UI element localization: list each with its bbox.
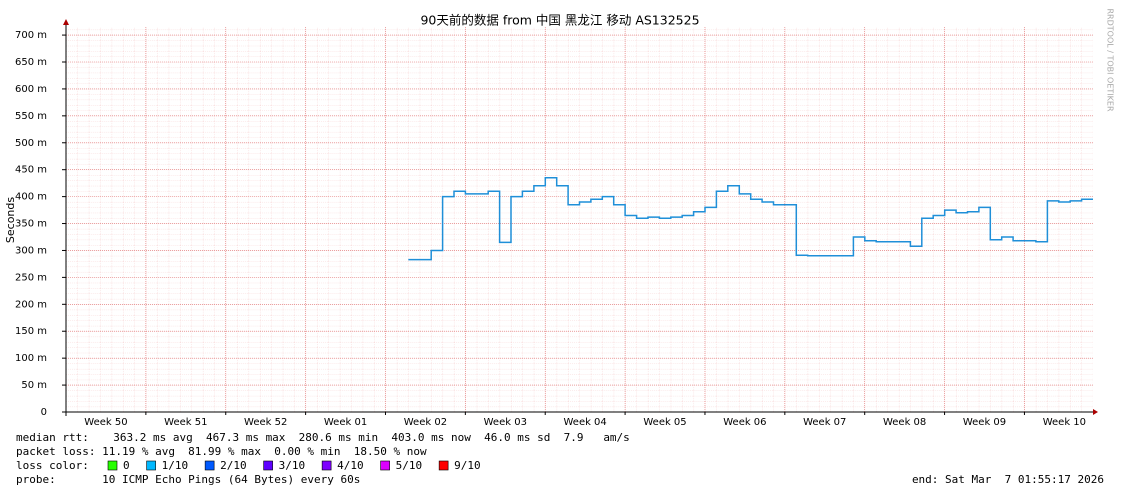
legend-swatch	[107, 460, 118, 471]
y-axis-label: Seconds	[4, 197, 17, 243]
y-tick-label: 250 m	[15, 272, 47, 283]
end-time: end: Sat Mar 7 01:55:17 2026	[912, 473, 1104, 486]
legend-swatch	[263, 460, 273, 471]
x-tick-label: Week 09	[963, 417, 1006, 428]
y-tick-label: 50 m	[21, 380, 47, 391]
legend-label: 1/10	[162, 459, 189, 472]
y-tick-label: 500 m	[15, 138, 47, 149]
y-tick-label: 300 m	[15, 245, 47, 256]
loss-stats: packet loss: 11.19 % avg 81.99 % max 0.0…	[16, 445, 427, 458]
y-tick-label: 550 m	[15, 111, 47, 122]
y-tick-label: 100 m	[15, 353, 47, 364]
x-tick-label: Week 10	[1043, 417, 1086, 428]
y-tick-label: 200 m	[15, 299, 47, 310]
legend-label: 0	[123, 459, 130, 472]
x-tick-label: Week 04	[563, 417, 606, 428]
x-tick-label: Week 01	[324, 417, 367, 428]
loss-color-label: loss color:	[16, 459, 89, 472]
x-tick-label: Week 07	[803, 417, 846, 428]
legend-swatch	[321, 460, 332, 471]
x-tick-label: Week 02	[404, 417, 447, 428]
x-tick-label: Week 51	[164, 417, 207, 428]
stats-label: median rtt:	[16, 431, 89, 444]
x-tick-label: Week 08	[883, 417, 926, 428]
chart-title: 90天前的数据 from 中国 黑龙江 移动 AS132525	[420, 13, 699, 28]
y-arrow	[63, 19, 69, 25]
legend-label: 9/10	[454, 459, 481, 472]
x-arrow	[1093, 409, 1098, 415]
minor-grid	[66, 27, 1093, 412]
legend-swatch	[204, 460, 215, 471]
x-tick-label: Week 52	[244, 417, 287, 428]
rtt-line	[408, 177, 1093, 261]
legend-label: 2/10	[220, 459, 247, 472]
legend-label: 3/10	[279, 459, 306, 472]
x-tick-label: Week 05	[643, 417, 686, 428]
y-tick-label: 600 m	[15, 84, 47, 95]
y-tick-label: 0	[41, 407, 47, 418]
legend-swatch	[438, 460, 449, 471]
y-tick-label: 350 m	[15, 219, 47, 230]
y-tick-label: 450 m	[15, 165, 47, 176]
legend-swatch	[146, 460, 156, 471]
legend-swatch	[380, 460, 390, 471]
x-tick-label: Week 03	[484, 417, 527, 428]
watermark: RRDTOOL / TOBI OETIKER	[1106, 8, 1115, 111]
probe: probe: 10 ICMP Echo Pings (64 Bytes) eve…	[16, 473, 360, 486]
rtt-stats: 363.2 ms avg 467.3 ms max 280.6 ms min 4…	[100, 431, 630, 444]
y-tick-label: 700 m	[15, 30, 47, 41]
x-tick-label: Week 06	[723, 417, 766, 428]
legend-label: 4/10	[337, 459, 364, 472]
x-tick-label: Week 50	[84, 417, 127, 428]
legend-label: 5/10	[396, 459, 423, 472]
y-tick-label: 400 m	[15, 192, 47, 203]
y-tick-label: 650 m	[15, 57, 47, 68]
y-tick-label: 150 m	[15, 326, 47, 337]
